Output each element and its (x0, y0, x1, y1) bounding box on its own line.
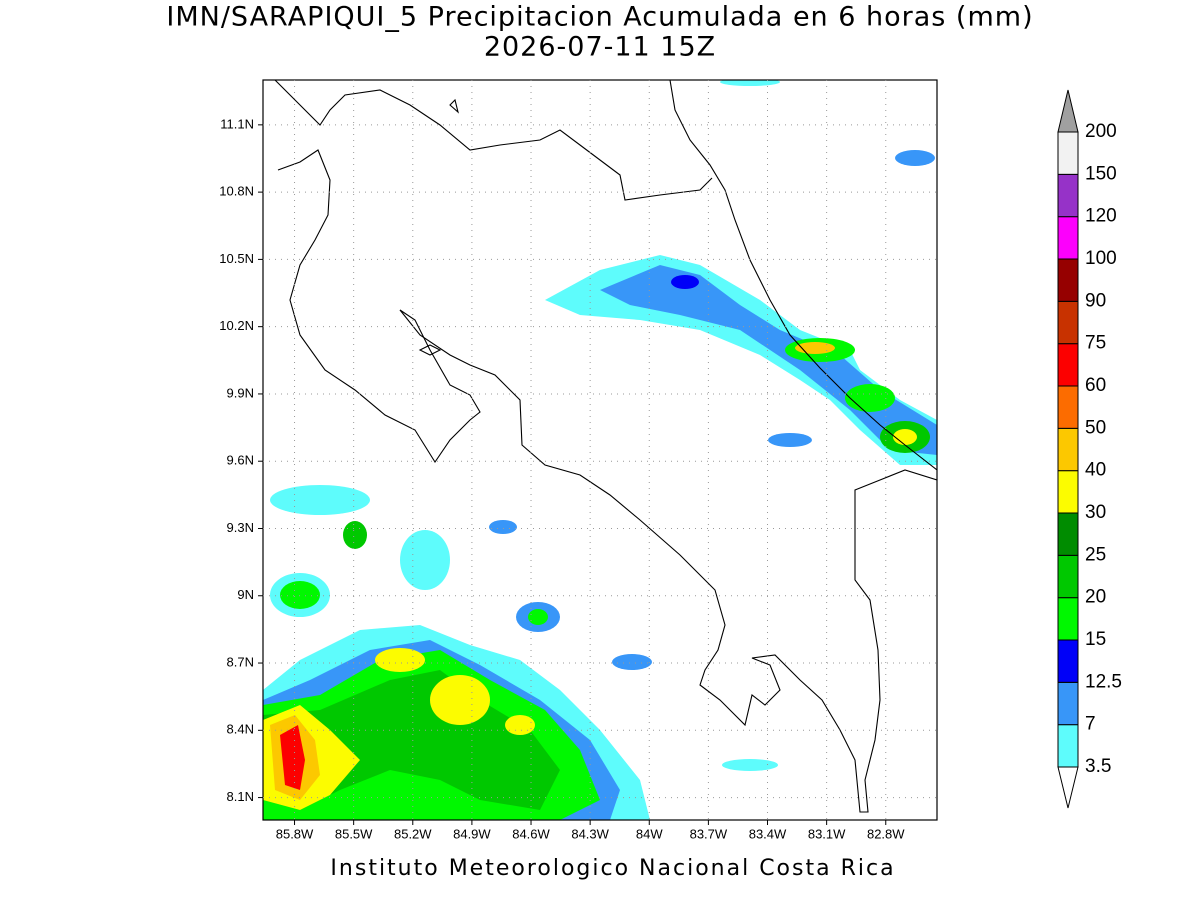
colorbar-label: 7 (1085, 714, 1096, 735)
colorbar-box (1057, 258, 1079, 302)
x-tick-label: 84W (636, 826, 663, 841)
x-tick-label: 83.4W (749, 826, 787, 841)
colorbar-label: 100 (1085, 248, 1117, 269)
colorbar-label: 150 (1085, 163, 1117, 184)
y-tick-label: 9.3N (227, 520, 254, 535)
x-tick-label: 84.3W (571, 826, 609, 841)
colorbar-label: 120 (1085, 206, 1117, 227)
y-tick-label: 10.8N (219, 184, 254, 199)
colorbar-label: 50 (1085, 417, 1106, 438)
y-tick-label: 9.6N (227, 453, 254, 468)
colorbar-label: 3.5 (1085, 756, 1111, 777)
colorbar-box (1057, 300, 1079, 345)
colorbar-label: 15 (1085, 629, 1106, 650)
x-tick-label: 84.9W (453, 826, 491, 841)
precipitation-field (263, 80, 937, 820)
colorbar-box (1057, 681, 1079, 726)
colorbar-box (1057, 597, 1079, 641)
colorbar-under (1057, 766, 1079, 809)
colorbar-label: 90 (1085, 290, 1106, 311)
colorbar-label: 200 (1085, 121, 1117, 142)
colorbar-over (1057, 89, 1079, 133)
y-tick-label: 9.9N (227, 385, 254, 400)
colorbar-box (1057, 216, 1079, 260)
colorbar-box (1057, 343, 1079, 387)
footer: Instituto Meteorologico Nacional Costa R… (330, 856, 895, 881)
y-tick-label: 10.5N (219, 251, 254, 266)
y-tick-label: 11.1N (220, 116, 254, 131)
y-tick-label: 10.2N (219, 318, 254, 333)
colorbar-label: 25 (1085, 544, 1106, 565)
colorbar-label: 12.5 (1085, 671, 1122, 692)
colorbar-box (1057, 724, 1079, 768)
y-tick-label: 9N (237, 587, 254, 602)
colorbar-box (1057, 131, 1079, 175)
coastlines (274, 80, 937, 813)
title: IMN/SARAPIQUI_5 Precipitacion Acumulada … (166, 2, 1033, 33)
y-tick-label: 8.4N (227, 722, 254, 737)
colorbar-box (1057, 385, 1079, 429)
colorbar-box (1057, 639, 1079, 683)
x-tick-label: 85.8W (276, 826, 314, 841)
colorbar-label: 30 (1085, 502, 1106, 523)
plot-frame (262, 79, 938, 821)
colorbar-label: 20 (1085, 587, 1106, 608)
x-tick-label: 85.5W (335, 826, 373, 841)
colorbar-label: 75 (1085, 333, 1106, 354)
colorbar-label: 40 (1085, 460, 1106, 481)
x-tick-label: 83.7W (690, 826, 728, 841)
x-tick-label: 82.8W (867, 826, 905, 841)
x-tick-label: 84.6W (512, 826, 550, 841)
colorbar-box (1057, 512, 1079, 556)
colorbar-box (1057, 554, 1079, 599)
y-tick-label: 8.7N (227, 654, 254, 669)
subtitle: 2026-07-11 15Z (484, 32, 716, 63)
colorbar-box (1057, 173, 1079, 218)
x-tick-label: 83.1W (808, 826, 846, 841)
x-tick-label: 85.2W (394, 826, 432, 841)
y-tick-label: 8.1N (227, 789, 254, 804)
colorbar-box (1057, 470, 1079, 514)
colorbar-label: 60 (1085, 375, 1106, 396)
colorbar-box (1057, 427, 1079, 472)
